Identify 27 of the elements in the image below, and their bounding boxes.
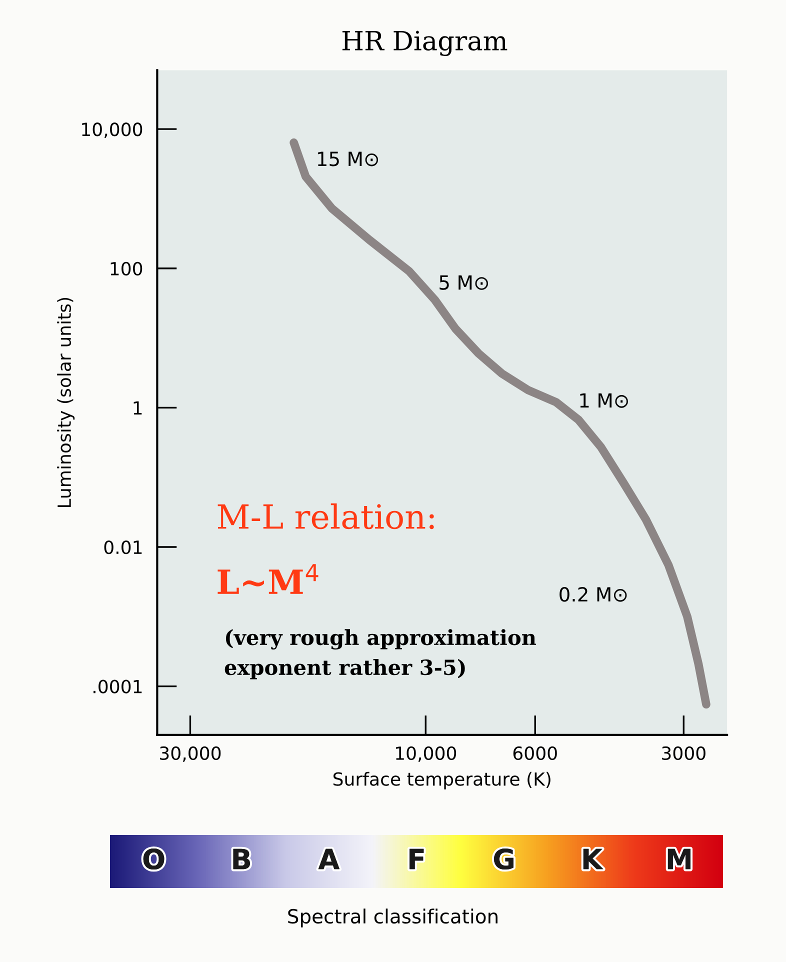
x-tick-label: 6000 xyxy=(513,746,557,760)
y-tick-label: 1 xyxy=(134,401,142,415)
text: A xyxy=(318,848,340,870)
chart-title: HR Diagram xyxy=(342,30,508,56)
text: G xyxy=(494,848,514,870)
y-tick-label: 10,000 xyxy=(82,122,142,138)
y-axis-title: Luminosity (solar units) xyxy=(57,298,75,508)
y-tick-label: 100 xyxy=(110,262,142,276)
annotation: 15 M⊙ xyxy=(318,152,378,166)
annotation: 5 M⊙ xyxy=(440,275,488,290)
x-tick-label: 10,000 xyxy=(396,746,456,762)
annotation: L~M$^{4}$ xyxy=(218,564,318,594)
annotation: M-L relation: xyxy=(218,503,434,530)
x-axis-title: Surface temperature (K) xyxy=(333,772,550,790)
text: O xyxy=(143,848,164,870)
text: B xyxy=(233,848,250,870)
text: F xyxy=(410,848,424,870)
annotation: (very rough approximation exponent rather 3-5) xyxy=(224,629,536,680)
text: Spectral classification xyxy=(288,908,498,928)
text: K xyxy=(583,848,604,870)
text: M xyxy=(668,848,690,870)
y-tick-label: .0001 xyxy=(94,680,142,694)
x-tick-label: 30,000 xyxy=(160,746,221,762)
y-tick-label: 0.01 xyxy=(104,540,142,554)
x-tick-label: 3000 xyxy=(662,746,706,760)
annotation: 0.2 M⊙ xyxy=(560,587,627,602)
annotation: 1 M⊙ xyxy=(580,393,628,408)
